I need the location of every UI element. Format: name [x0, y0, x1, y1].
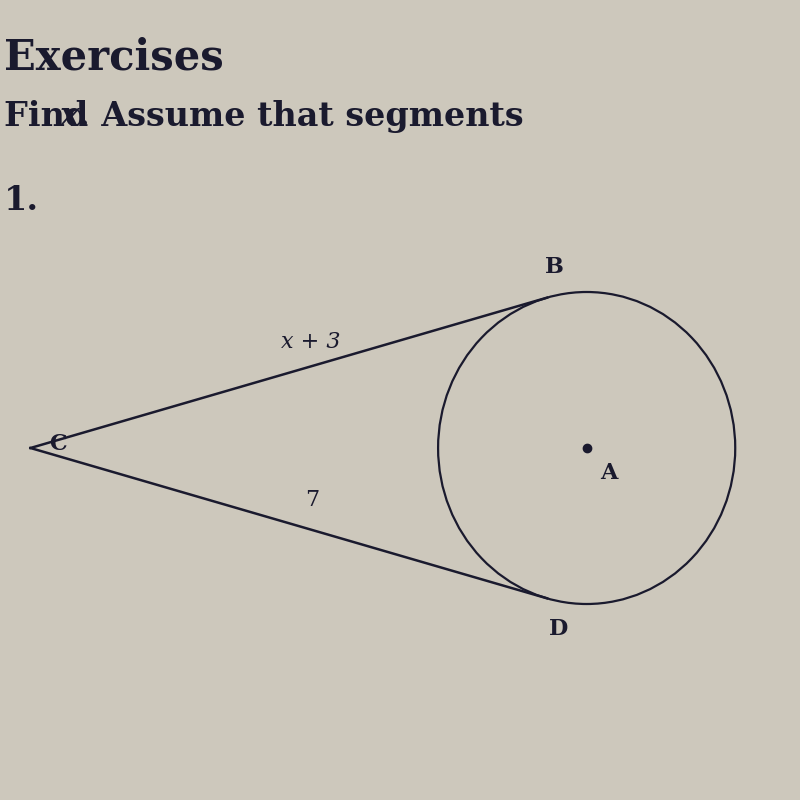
Text: A: A [600, 462, 618, 485]
Text: Exercises: Exercises [4, 36, 224, 78]
Text: C: C [50, 433, 67, 455]
Text: Find: Find [4, 100, 100, 133]
Text: x + 3: x + 3 [282, 331, 341, 353]
Text: x: x [60, 100, 80, 133]
Text: D: D [549, 618, 568, 640]
Text: 7: 7 [305, 490, 319, 511]
Text: 1.: 1. [4, 184, 39, 217]
Text: . Assume that segments: . Assume that segments [78, 100, 524, 133]
Text: B: B [545, 256, 564, 278]
